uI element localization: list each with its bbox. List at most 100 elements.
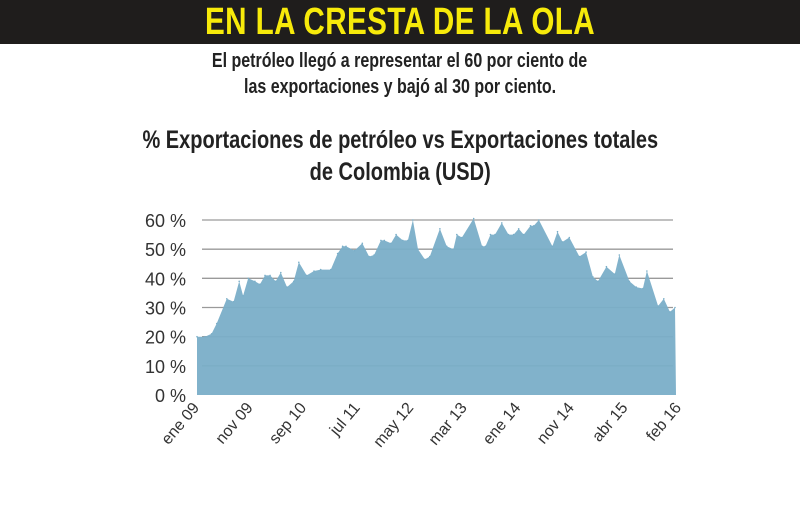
header-banner: EN LA CRESTA DE LA OLA bbox=[0, 0, 800, 44]
data-point bbox=[674, 306, 676, 309]
data-point bbox=[204, 335, 206, 338]
data-point bbox=[280, 271, 282, 274]
y-tick-label: 60 % bbox=[145, 211, 186, 231]
data-point bbox=[597, 280, 599, 283]
data-point bbox=[259, 283, 261, 286]
data-point bbox=[461, 236, 463, 239]
data-point bbox=[395, 233, 397, 236]
data-point bbox=[657, 305, 659, 307]
data-point bbox=[196, 335, 198, 338]
data-point bbox=[445, 245, 448, 248]
data-point bbox=[313, 270, 315, 272]
data-point bbox=[551, 245, 554, 248]
data-point bbox=[368, 255, 370, 258]
data-point bbox=[341, 245, 344, 248]
data-point bbox=[353, 249, 356, 252]
data-point bbox=[373, 254, 375, 256]
data-point bbox=[254, 280, 256, 283]
data-point bbox=[383, 239, 386, 242]
x-tick-label: nov 14 bbox=[534, 400, 578, 448]
x-tick-label: nov 09 bbox=[213, 400, 257, 448]
data-point bbox=[361, 242, 364, 245]
data-point bbox=[538, 219, 540, 221]
data-point bbox=[578, 255, 581, 258]
data-point bbox=[646, 270, 648, 272]
data-point bbox=[417, 248, 419, 250]
data-point bbox=[605, 265, 608, 268]
data-point bbox=[238, 280, 240, 283]
data-point bbox=[390, 242, 392, 245]
y-tick-label: 0 % bbox=[155, 386, 186, 406]
data-point bbox=[628, 280, 631, 283]
data-point bbox=[618, 254, 621, 256]
data-point bbox=[269, 274, 271, 277]
subtitle: El petróleo llegó a representar el 60 po… bbox=[0, 48, 800, 100]
data-point bbox=[556, 230, 559, 233]
chart-title-line-2: de Colombia (USD) bbox=[309, 158, 491, 186]
data-point bbox=[635, 286, 637, 288]
data-point bbox=[522, 233, 525, 236]
data-point bbox=[669, 311, 671, 313]
header-title: EN LA CRESTA DE LA OLA bbox=[204, 1, 596, 43]
y-tick-label: 10 % bbox=[145, 357, 186, 377]
data-point bbox=[439, 228, 441, 230]
data-point bbox=[345, 245, 347, 248]
x-tick-label: ene 09 bbox=[159, 400, 204, 448]
data-point bbox=[407, 239, 409, 242]
data-point bbox=[568, 236, 571, 239]
data-point bbox=[472, 217, 475, 220]
data-point bbox=[380, 239, 382, 242]
data-point bbox=[592, 276, 594, 278]
data-point bbox=[210, 333, 213, 335]
data-point bbox=[529, 225, 532, 227]
data-point bbox=[286, 286, 288, 288]
chart-title-line-1: % Exportaciones de petróleo vs Exportaci… bbox=[142, 126, 658, 154]
y-tick-label: 40 % bbox=[145, 269, 186, 289]
data-point bbox=[494, 233, 496, 236]
data-point bbox=[561, 241, 564, 243]
data-point bbox=[452, 248, 455, 250]
x-tick-label: jul 11 bbox=[326, 400, 364, 440]
data-point bbox=[319, 268, 322, 271]
data-point bbox=[292, 280, 295, 283]
y-tick-label: 20 % bbox=[145, 328, 186, 348]
data-point bbox=[501, 222, 503, 224]
data-point bbox=[429, 255, 431, 258]
x-tick-label: abr 15 bbox=[589, 400, 631, 446]
data-point bbox=[402, 239, 404, 242]
data-point bbox=[481, 245, 483, 248]
data-point bbox=[424, 258, 426, 261]
data-point bbox=[484, 245, 487, 248]
data-point bbox=[533, 225, 535, 227]
x-tick-label: feb 16 bbox=[643, 400, 685, 445]
x-tick-label: may 12 bbox=[371, 400, 418, 451]
data-point bbox=[226, 298, 228, 300]
data-point bbox=[517, 228, 520, 230]
data-point bbox=[305, 274, 308, 277]
area-series-oil-exports bbox=[197, 218, 676, 395]
data-point bbox=[663, 298, 665, 300]
subtitle-line-1: El petróleo llegó a representar el 60 po… bbox=[212, 50, 588, 72]
chart-title: % Exportaciones de petróleo vs Exportaci… bbox=[0, 124, 800, 188]
data-point bbox=[412, 219, 414, 221]
data-point bbox=[330, 268, 332, 271]
x-tick-label: mar 13 bbox=[426, 400, 471, 449]
data-point bbox=[247, 277, 249, 280]
data-point bbox=[232, 300, 235, 303]
data-point bbox=[642, 287, 644, 290]
x-tick-label: sep 10 bbox=[266, 400, 310, 448]
data-point bbox=[456, 233, 458, 236]
data-point bbox=[614, 273, 616, 275]
data-point bbox=[336, 252, 339, 255]
data-point bbox=[264, 274, 266, 277]
data-point bbox=[489, 233, 492, 236]
x-tick-label: ene 14 bbox=[480, 400, 525, 448]
subtitle-line-2: las exportaciones y bajó al 30 por cient… bbox=[243, 76, 557, 98]
data-point bbox=[507, 233, 510, 236]
data-point bbox=[274, 280, 277, 283]
data-point bbox=[585, 251, 587, 253]
y-tick-label: 30 % bbox=[145, 299, 186, 319]
data-point bbox=[242, 295, 244, 297]
data-point bbox=[512, 233, 515, 236]
